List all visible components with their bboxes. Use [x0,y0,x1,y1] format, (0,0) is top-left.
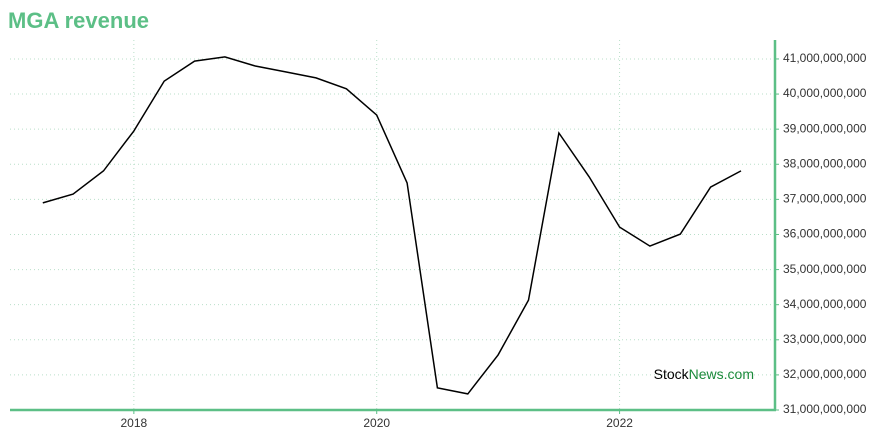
x-tick-label: 2020 [363,416,390,430]
chart-title: MGA revenue [8,8,149,33]
y-tick-label: 34,000,000,000 [783,297,867,311]
x-tick-label: 2018 [121,416,148,430]
y-tick-label: 37,000,000,000 [783,192,867,206]
y-tick-label: 32,000,000,000 [783,367,867,381]
y-tick-label: 36,000,000,000 [783,227,867,241]
y-tick-label: 38,000,000,000 [783,156,867,170]
y-tick-label: 31,000,000,000 [783,402,867,416]
x-tick-label: 2022 [606,416,633,430]
watermark-prefix: Stock [654,366,690,382]
y-tick-label: 40,000,000,000 [783,86,867,100]
watermark: StockNews.com [654,366,754,382]
watermark-suffix: News.com [689,366,754,382]
y-tick-label: 35,000,000,000 [783,262,867,276]
y-tick-label: 33,000,000,000 [783,332,867,346]
line [42,56,742,395]
y-tick-label: 41,000,000,000 [783,51,867,65]
y-tick-label: 39,000,000,000 [783,121,867,135]
